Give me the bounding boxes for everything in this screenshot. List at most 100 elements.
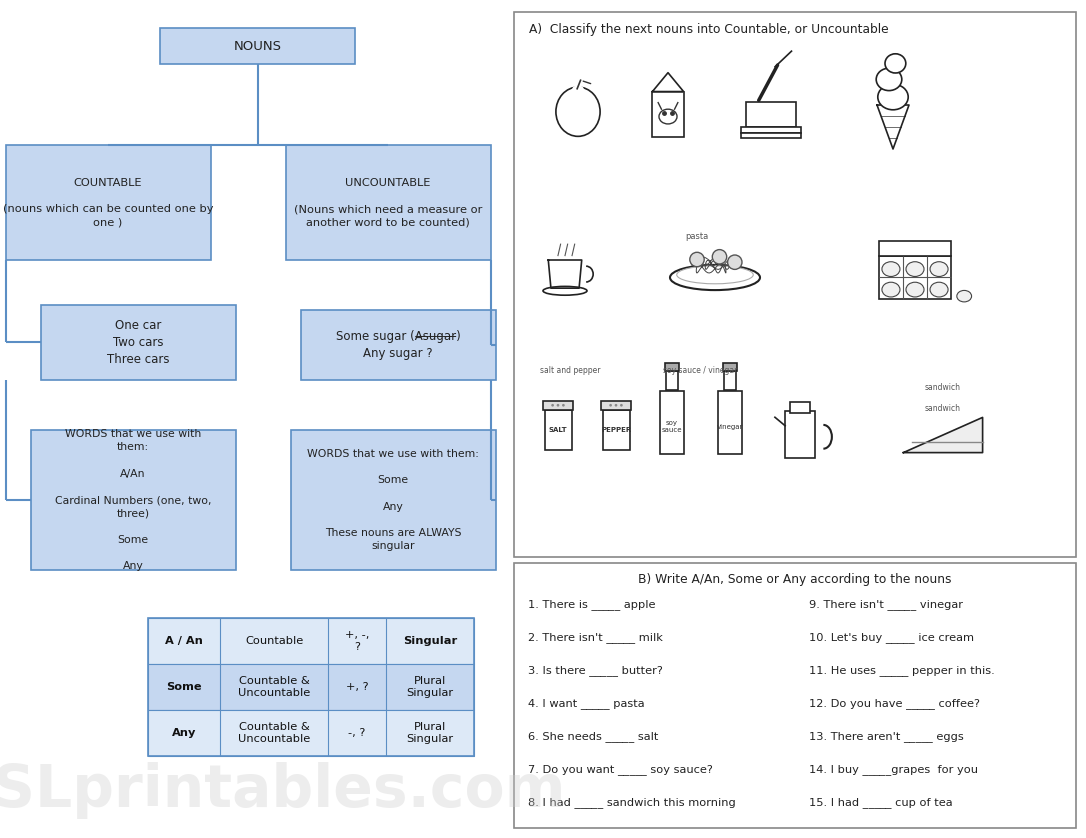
Text: vinegar: vinegar [717,423,743,430]
FancyBboxPatch shape [30,430,236,570]
Text: sandwich: sandwich [925,404,961,413]
FancyBboxPatch shape [5,145,211,260]
Circle shape [690,252,704,266]
Text: 4. I want _____ pasta: 4. I want _____ pasta [528,699,645,710]
Text: 9. There isn't _____ vinegar: 9. There isn't _____ vinegar [809,599,963,610]
Text: WORDS that we use with
them:

A/An

Cardinal Numbers (one, two,
three)

Some

An: WORDS that we use with them: A/An Cardin… [54,429,212,571]
Polygon shape [653,73,683,91]
Text: sandwich: sandwich [925,383,961,392]
FancyBboxPatch shape [148,664,473,710]
Bar [879,256,951,298]
Text: B) Write A/An, Some or Any according to the nouns: B) Write A/An, Some or Any according to … [639,572,951,586]
Text: 11. He uses _____ pepper in this.: 11. He uses _____ pepper in this. [809,665,995,676]
Bar [543,401,573,410]
Ellipse shape [957,291,972,302]
Text: 8. I had _____ sandwich this morning: 8. I had _____ sandwich this morning [528,798,735,809]
Text: 14. I buy _____grapes  for you: 14. I buy _____grapes for you [809,764,978,775]
Bar [665,364,679,370]
Text: salt and pepper: salt and pepper [540,366,601,375]
Bar [718,391,742,453]
Ellipse shape [876,68,901,91]
Text: Countable &
Uncountable: Countable & Uncountable [238,676,311,698]
Text: 10. Let's buy _____ ice cream: 10. Let's buy _____ ice cream [809,633,974,644]
FancyBboxPatch shape [290,430,495,570]
Bar [785,411,814,458]
Text: UNCOUNTABLE

(Nouns which need a measure or
another word to be counted): UNCOUNTABLE (Nouns which need a measure … [294,178,482,227]
FancyBboxPatch shape [40,305,236,380]
Ellipse shape [877,84,908,110]
FancyBboxPatch shape [148,710,473,756]
Text: Some sugar (A̶s̶u̶g̶a̶r̶)
Any sugar ?: Some sugar (A̶s̶u̶g̶a̶r̶) Any sugar ? [336,330,460,360]
Text: COUNTABLE

(nouns which can be counted one by
one ): COUNTABLE (nouns which can be counted on… [3,178,213,227]
Text: WORDS that we use with them:

Some

Any

These nouns are ALWAYS
singular: WORDS that we use with them: Some Any Th… [307,449,479,551]
Text: NOUNS: NOUNS [233,39,281,53]
Polygon shape [548,260,582,288]
Ellipse shape [930,261,948,277]
FancyArrowPatch shape [583,81,591,84]
Circle shape [552,404,554,406]
Text: soy
sauce: soy sauce [661,420,682,433]
Text: Plural
Singular: Plural Singular [406,676,454,698]
Text: A / An: A / An [165,636,203,646]
Text: 3. Is there _____ butter?: 3. Is there _____ butter? [528,665,662,676]
Text: pasta: pasta [685,232,709,241]
Text: +, -,
?: +, -, ? [345,630,369,652]
Text: +, ?: +, ? [345,682,368,692]
Text: 2. There isn't _____ milk: 2. There isn't _____ milk [528,633,662,644]
Circle shape [615,404,617,406]
FancyBboxPatch shape [514,563,1076,828]
Text: 6. She needs _____ salt: 6. She needs _____ salt [528,732,658,742]
Ellipse shape [572,85,584,94]
Bar [879,241,951,256]
Ellipse shape [677,266,754,284]
Text: 1. There is _____ apple: 1. There is _____ apple [528,599,656,610]
Text: -, ?: -, ? [349,728,366,738]
Bar [723,364,737,370]
Circle shape [728,255,742,269]
Bar [742,133,800,138]
Bar [601,401,631,410]
Bar [653,91,683,137]
Bar [544,410,571,450]
FancyBboxPatch shape [301,310,495,380]
Bar [790,402,810,412]
Text: Plural
Singular: Plural Singular [406,722,454,744]
Bar [742,127,800,133]
Text: PEPPER: PEPPER [601,427,631,433]
Bar [666,370,679,391]
Circle shape [620,404,622,406]
Ellipse shape [556,87,601,137]
Circle shape [609,404,611,406]
Bar [746,102,796,127]
Text: Some: Some [166,682,202,692]
Text: Any: Any [172,728,197,738]
Text: Singular: Singular [403,636,457,646]
Circle shape [563,404,565,406]
Text: 15. I had _____ cup of tea: 15. I had _____ cup of tea [809,798,952,809]
Text: SALT: SALT [548,427,567,433]
Ellipse shape [670,265,760,290]
FancyBboxPatch shape [148,618,473,664]
Ellipse shape [930,282,948,297]
Text: soy sauce / vinegar: soy sauce / vinegar [662,366,737,375]
Text: 7. Do you want _____ soy sauce?: 7. Do you want _____ soy sauce? [528,764,712,775]
FancyBboxPatch shape [286,145,491,260]
Ellipse shape [906,282,924,297]
Ellipse shape [882,282,900,297]
Text: 12. Do you have _____ coffee?: 12. Do you have _____ coffee? [809,699,980,710]
Text: A)  Classify the next nouns into Countable, or Uncountable: A) Classify the next nouns into Countabl… [529,23,888,37]
FancyBboxPatch shape [514,12,1076,557]
Ellipse shape [659,109,677,124]
Ellipse shape [885,54,906,73]
Text: Countable &
Uncountable: Countable & Uncountable [238,722,311,744]
Text: ESLprintables.com: ESLprintables.com [0,762,566,819]
FancyBboxPatch shape [160,28,355,64]
Text: Countable: Countable [244,636,303,646]
Ellipse shape [882,261,900,277]
Bar [723,370,736,391]
Text: One car
Two cars
Three cars: One car Two cars Three cars [106,319,169,366]
Ellipse shape [543,287,588,295]
Circle shape [557,404,559,406]
Circle shape [712,250,727,264]
Polygon shape [877,105,909,149]
